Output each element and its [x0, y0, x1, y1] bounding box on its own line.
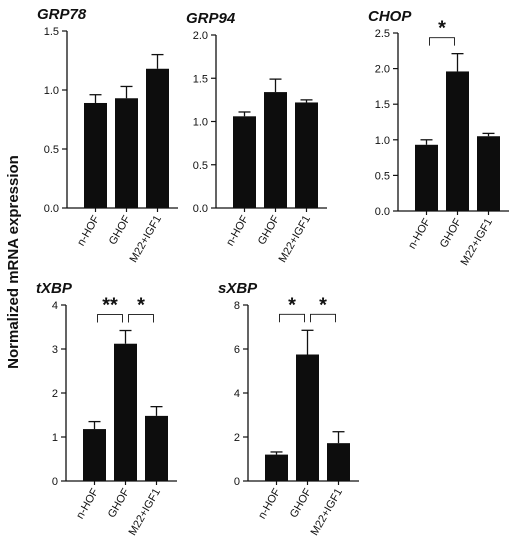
- y-tick-label: 0: [52, 476, 58, 488]
- category-label: GHOF: [106, 486, 132, 520]
- y-tick-label: 3: [52, 344, 58, 356]
- category-label: M22+IGF1: [277, 214, 314, 265]
- category-label: n-HOF: [74, 486, 101, 521]
- y-tick-label: 2: [52, 388, 58, 400]
- chart-title: GRP94: [186, 10, 236, 27]
- significance-bracket: [279, 313, 305, 323]
- category-label: GHOF: [107, 213, 133, 247]
- y-tick-label: 8: [234, 300, 240, 312]
- significance-label: *: [438, 18, 446, 40]
- bar: [146, 68, 169, 208]
- category-label: M22+IGF1: [309, 487, 346, 538]
- y-tick-label: 2.0: [375, 64, 390, 76]
- chart-title: CHOP: [368, 8, 412, 25]
- y-axis-label: Normalized mRNA expression: [5, 155, 22, 369]
- category-label: n-HOF: [75, 213, 102, 248]
- bar: [115, 98, 138, 208]
- bar: [296, 354, 319, 481]
- category-label: n-HOF: [406, 216, 433, 251]
- y-tick-label: 1.0: [193, 117, 208, 129]
- category-label: GHOF: [288, 486, 314, 520]
- category-label: n-HOF: [224, 213, 251, 248]
- y-tick-label: 0: [234, 476, 240, 488]
- bar: [233, 116, 256, 208]
- y-tick-label: 6: [234, 344, 240, 356]
- bar: [295, 102, 318, 208]
- significance-bracket: [97, 314, 123, 323]
- bar: [83, 429, 106, 481]
- category-label: GHOF: [256, 213, 282, 247]
- bar: [415, 144, 438, 211]
- category-label: GHOF: [438, 216, 464, 250]
- bar: [477, 136, 500, 211]
- y-tick-label: 4: [234, 388, 240, 400]
- y-tick-label: 1.5: [375, 99, 390, 111]
- y-tick-label: 2: [234, 432, 240, 444]
- significance-label: *: [137, 295, 145, 317]
- y-tick-label: 0.0: [44, 203, 59, 215]
- y-tick-label: 4: [52, 300, 58, 312]
- y-tick-label: 1: [52, 432, 58, 444]
- category-label: M22+IGF1: [127, 487, 164, 538]
- y-tick-label: 1.0: [375, 135, 390, 147]
- bar: [327, 443, 350, 481]
- bar: [264, 92, 287, 208]
- significance-label: *: [288, 294, 296, 316]
- y-tick-label: 1.5: [193, 73, 208, 85]
- category-label: n-HOF: [256, 486, 283, 521]
- chart-title: tXBP: [36, 280, 73, 297]
- significance-bracket: [310, 313, 336, 323]
- bar: [265, 454, 288, 481]
- y-tick-label: 0.0: [375, 206, 390, 218]
- significance-label: *: [319, 294, 327, 316]
- y-tick-label: 0.0: [193, 203, 208, 215]
- bar: [145, 415, 168, 481]
- bar: [84, 102, 107, 208]
- y-tick-label: 0.5: [193, 160, 208, 172]
- bar: [114, 343, 137, 481]
- chart-title: sXBP: [218, 280, 258, 297]
- significance-bracket: [429, 37, 455, 46]
- category-label: M22+IGF1: [128, 214, 165, 265]
- y-tick-label: 1.5: [44, 26, 59, 38]
- category-label: M22+IGF1: [459, 217, 496, 268]
- y-tick-label: 2.0: [193, 30, 208, 42]
- y-tick-label: 0.5: [44, 144, 59, 156]
- significance-label: **: [102, 295, 118, 317]
- significance-bracket: [128, 314, 154, 323]
- bar: [446, 71, 469, 211]
- y-tick-label: 2.5: [375, 28, 390, 40]
- y-tick-label: 1.0: [44, 85, 59, 97]
- chart-title: GRP78: [37, 6, 87, 23]
- y-tick-label: 0.5: [375, 170, 390, 182]
